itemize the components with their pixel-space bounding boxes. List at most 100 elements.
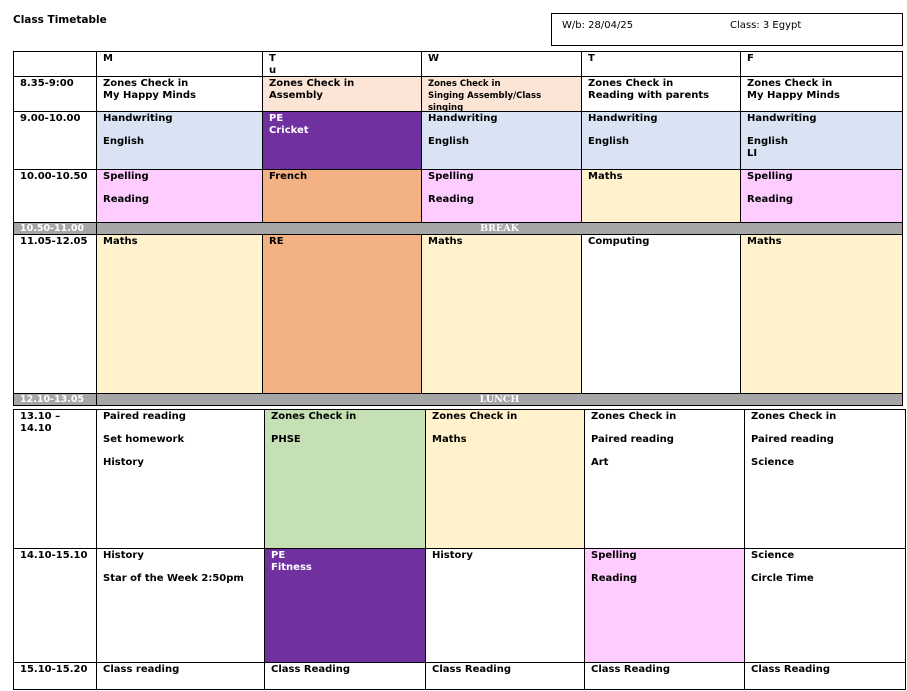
- cell-text: Zones Check in: [428, 79, 501, 89]
- paragraph: Reading: [591, 573, 738, 585]
- paragraph: Maths: [747, 236, 896, 248]
- paragraph: Class reading: [103, 664, 258, 676]
- cell-text: Maths: [588, 171, 623, 182]
- lesson-cell: Handwriting English: [581, 111, 741, 170]
- cell-text: Cricket: [269, 125, 309, 136]
- paragraph: Science: [751, 550, 899, 562]
- lesson-cell: French: [262, 169, 422, 223]
- cell-text: Spelling: [747, 171, 793, 182]
- lesson-cell: Paired reading Set homework History: [96, 409, 265, 549]
- paragraph: Zones Check in Singing Assembly/Class sin…: [428, 78, 575, 111]
- lesson-cell: Spelling Reading: [96, 169, 263, 223]
- paragraph: Set homework: [103, 434, 258, 446]
- cell-text: Reading: [591, 573, 638, 584]
- paragraph: Handwriting: [103, 113, 256, 125]
- paragraph: Paired reading: [103, 411, 258, 423]
- paragraph: Handwriting: [747, 113, 896, 125]
- cell-text: Computing: [588, 236, 650, 247]
- paragraph: English: [428, 136, 575, 148]
- paragraph: English LI: [747, 136, 896, 160]
- paragraph: Zones Check in: [432, 411, 578, 423]
- cell-text: Maths: [747, 236, 782, 247]
- paragraph: Zones Check in Assembly: [269, 78, 415, 102]
- lesson-cell: History Star of the Week 2:50pm: [96, 548, 265, 663]
- paragraph: Handwriting: [428, 113, 575, 125]
- cell-text: French: [269, 171, 308, 182]
- lesson-cell: Zones Check in Paired reading Art: [584, 409, 745, 549]
- cell-text: Art: [591, 457, 609, 468]
- lesson-cell: Maths: [96, 234, 263, 394]
- paragraph: W: [428, 53, 575, 65]
- paragraph: Spelling: [747, 171, 896, 183]
- paragraph: Class Reading: [591, 664, 738, 676]
- cell-text: W: [428, 53, 440, 64]
- time-cell: 12.10-13.05: [13, 393, 97, 406]
- paragraph: PE Cricket: [269, 113, 415, 137]
- cell-text: Spelling: [591, 550, 637, 561]
- lesson-cell: RE: [262, 234, 422, 394]
- cell-text: English: [747, 136, 789, 147]
- lesson-cell: Spelling Reading: [421, 169, 582, 223]
- time-cell: 15.10-15.20: [13, 662, 97, 690]
- paragraph: PE Fitness: [271, 550, 419, 574]
- lesson-cell: PE Cricket: [262, 111, 422, 170]
- cell-text: Fitness: [271, 562, 312, 573]
- paragraph: Paired reading: [591, 434, 738, 446]
- cell-text: Handwriting: [588, 113, 658, 124]
- cell-text: Zones Check in: [751, 411, 837, 422]
- cell-text: F: [747, 53, 754, 64]
- time-cell: 10.00-10.50: [13, 169, 97, 223]
- paragraph: Spelling: [428, 171, 575, 183]
- paragraph: Zones Check in Reading with parents: [588, 78, 734, 102]
- cell-text: Handwriting: [747, 113, 817, 124]
- cell-text: English: [428, 136, 470, 147]
- paragraph: Zones Check in: [751, 411, 899, 423]
- cell-text: Zones Check in: [269, 78, 355, 89]
- paragraph: Maths: [103, 236, 256, 248]
- lesson-cell: Class Reading: [744, 662, 906, 690]
- paragraph: Art: [591, 457, 738, 469]
- cell-text: Handwriting: [428, 113, 498, 124]
- paragraph: English: [588, 136, 734, 148]
- title: Class Timetable: [13, 14, 107, 26]
- lesson-cell: Maths: [581, 169, 741, 223]
- paragraph: English: [103, 136, 256, 148]
- cell-text: Zones Check in: [271, 411, 357, 422]
- paragraph: History: [103, 550, 258, 562]
- lesson-cell: Class Reading: [425, 662, 585, 690]
- cell-text: T: [588, 53, 595, 64]
- lesson-cell: Zones Check in My Happy Minds: [96, 76, 263, 112]
- cell-text: Circle Time: [751, 573, 814, 584]
- cell-text: M: [103, 53, 113, 64]
- week: W/b: 28/04/25: [562, 20, 634, 31]
- cell-text: History: [103, 550, 144, 561]
- paragraph: Class Reading: [271, 664, 419, 676]
- cell-text: Maths: [432, 434, 467, 445]
- cell-text: Reading: [103, 194, 150, 205]
- cell-text: Class Reading: [432, 664, 511, 675]
- cell-text: LI: [747, 148, 758, 159]
- lesson-cell: Zones Check in Reading with parents: [581, 76, 741, 112]
- lesson-cell: Zones Check in Maths: [425, 409, 585, 549]
- lesson-cell: Maths: [740, 234, 903, 394]
- cell-text: Zones Check in: [588, 78, 674, 89]
- info-box: W/b: 28/04/25 Class: 3 Egypt: [551, 13, 903, 46]
- cell-text: Paired reading: [103, 411, 186, 422]
- time-cell: 8.35-9:00: [13, 76, 97, 112]
- cell-text: Zones Check in: [432, 411, 518, 422]
- paragraph: Spelling: [103, 171, 256, 183]
- cell-text: Maths: [428, 236, 463, 247]
- paragraph: T: [588, 53, 734, 65]
- cell-text: Science: [751, 457, 795, 468]
- time-cell: 14.10-15.10: [13, 548, 97, 663]
- cell-text: Zones Check in: [103, 78, 189, 89]
- cell-text: Spelling: [103, 171, 149, 182]
- paragraph: Zones Check in: [591, 411, 738, 423]
- cell-text: My Happy Minds: [103, 90, 196, 101]
- paragraph: Reading: [428, 194, 575, 206]
- cell-text: My Happy Minds: [747, 90, 840, 101]
- cell-text: Paired reading: [591, 434, 674, 445]
- paragraph: Zones Check in My Happy Minds: [103, 78, 256, 102]
- cell-text: PE: [269, 113, 284, 124]
- lesson-cell: Handwriting English: [96, 111, 263, 170]
